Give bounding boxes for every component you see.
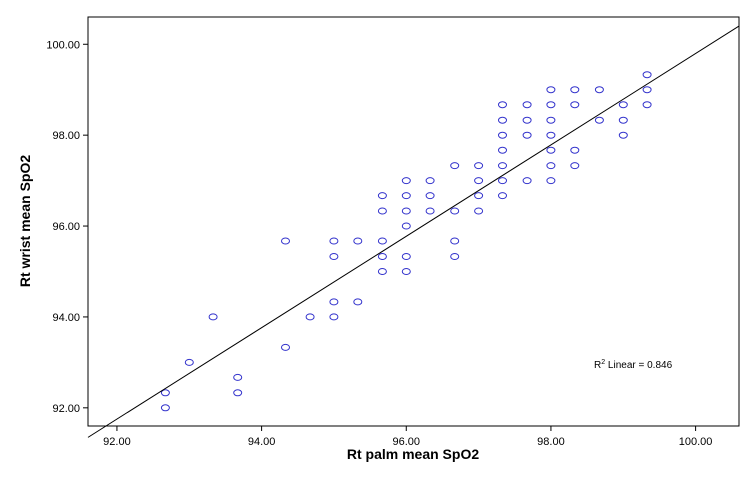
data-point [377, 207, 387, 215]
data-point [594, 86, 604, 94]
data-point [353, 298, 363, 306]
fit-line [87, 25, 740, 438]
data-point [498, 101, 507, 109]
data-point [618, 131, 628, 139]
data-point [329, 298, 339, 306]
data-point [474, 207, 484, 215]
data-point [618, 101, 628, 109]
data-point [401, 192, 411, 200]
data-point [377, 268, 387, 275]
y-axis-title: Rt wrist mean SpO2 [17, 155, 33, 287]
x-tick-label: 98.00 [537, 436, 565, 448]
data-point [498, 192, 507, 200]
data-point [474, 192, 484, 200]
data-point [425, 192, 435, 200]
data-point [425, 207, 435, 215]
data-point [546, 146, 556, 154]
data-point [401, 253, 411, 260]
r-squared-annotation: R2 Linear = 0.846 [594, 359, 673, 371]
data-point [450, 162, 460, 170]
x-tick-label: 94.00 [248, 436, 276, 448]
r-squared-value: Linear = 0.846 [605, 360, 672, 371]
data-point [498, 162, 507, 170]
data-point [377, 192, 387, 200]
data-point [377, 237, 387, 245]
data-point [498, 131, 507, 139]
data-point [450, 207, 460, 215]
data-point [425, 177, 435, 185]
data-point [450, 253, 460, 260]
data-point [546, 86, 556, 94]
plot-frame [87, 16, 740, 427]
data-point [522, 177, 532, 185]
data-point [570, 101, 580, 109]
data-point [160, 404, 170, 412]
y-tick-label: 94.00 [52, 312, 80, 324]
data-point [377, 253, 387, 260]
data-point [233, 373, 243, 381]
data-point [474, 162, 484, 170]
data-point [546, 162, 556, 170]
data-point [642, 71, 652, 79]
data-point [329, 237, 339, 245]
data-point [522, 101, 532, 109]
y-tick-label: 100.00 [46, 39, 80, 51]
data-point [498, 146, 507, 154]
data-point [208, 313, 218, 321]
x-axis: 92.00 94.00 96.00 98.00 100.00 [103, 426, 712, 448]
data-point [474, 177, 484, 185]
data-point [305, 313, 315, 321]
data-point [329, 253, 339, 260]
data-point [329, 313, 339, 321]
x-tick-label: 100.00 [679, 436, 713, 448]
data-point [233, 389, 243, 397]
data-point [401, 177, 411, 185]
data-point [498, 116, 507, 124]
points-layer [160, 71, 652, 412]
data-point [522, 116, 532, 124]
data-point [546, 116, 556, 124]
x-axis-title: Rt palm mean SpO2 [347, 446, 479, 462]
y-tick-label: 98.00 [52, 130, 80, 142]
data-point [546, 177, 556, 185]
data-point [281, 237, 290, 245]
data-point [401, 207, 411, 215]
data-point [401, 268, 411, 275]
data-point [546, 101, 556, 109]
y-axis: 92.00 94.00 96.00 98.00 100.00 [46, 39, 88, 415]
data-point [546, 131, 556, 139]
data-point [594, 116, 604, 124]
x-tick-label: 96.00 [393, 436, 421, 448]
r-squared-superscript: 2 [601, 359, 605, 366]
y-tick-label: 92.00 [52, 403, 80, 415]
y-tick-label: 96.00 [52, 221, 80, 233]
r-squared-prefix: R [594, 360, 601, 371]
data-point [570, 162, 580, 170]
data-point [184, 358, 194, 366]
data-point [570, 146, 580, 154]
data-point [450, 237, 460, 245]
data-point [618, 116, 628, 124]
x-tick-label: 92.00 [103, 436, 131, 448]
data-point [281, 343, 290, 351]
data-point [642, 101, 652, 109]
data-point [160, 389, 170, 397]
data-point [401, 222, 411, 230]
data-point [570, 86, 580, 94]
data-point [353, 237, 363, 245]
data-point [498, 177, 507, 185]
data-point [522, 131, 532, 139]
data-point [642, 86, 652, 94]
